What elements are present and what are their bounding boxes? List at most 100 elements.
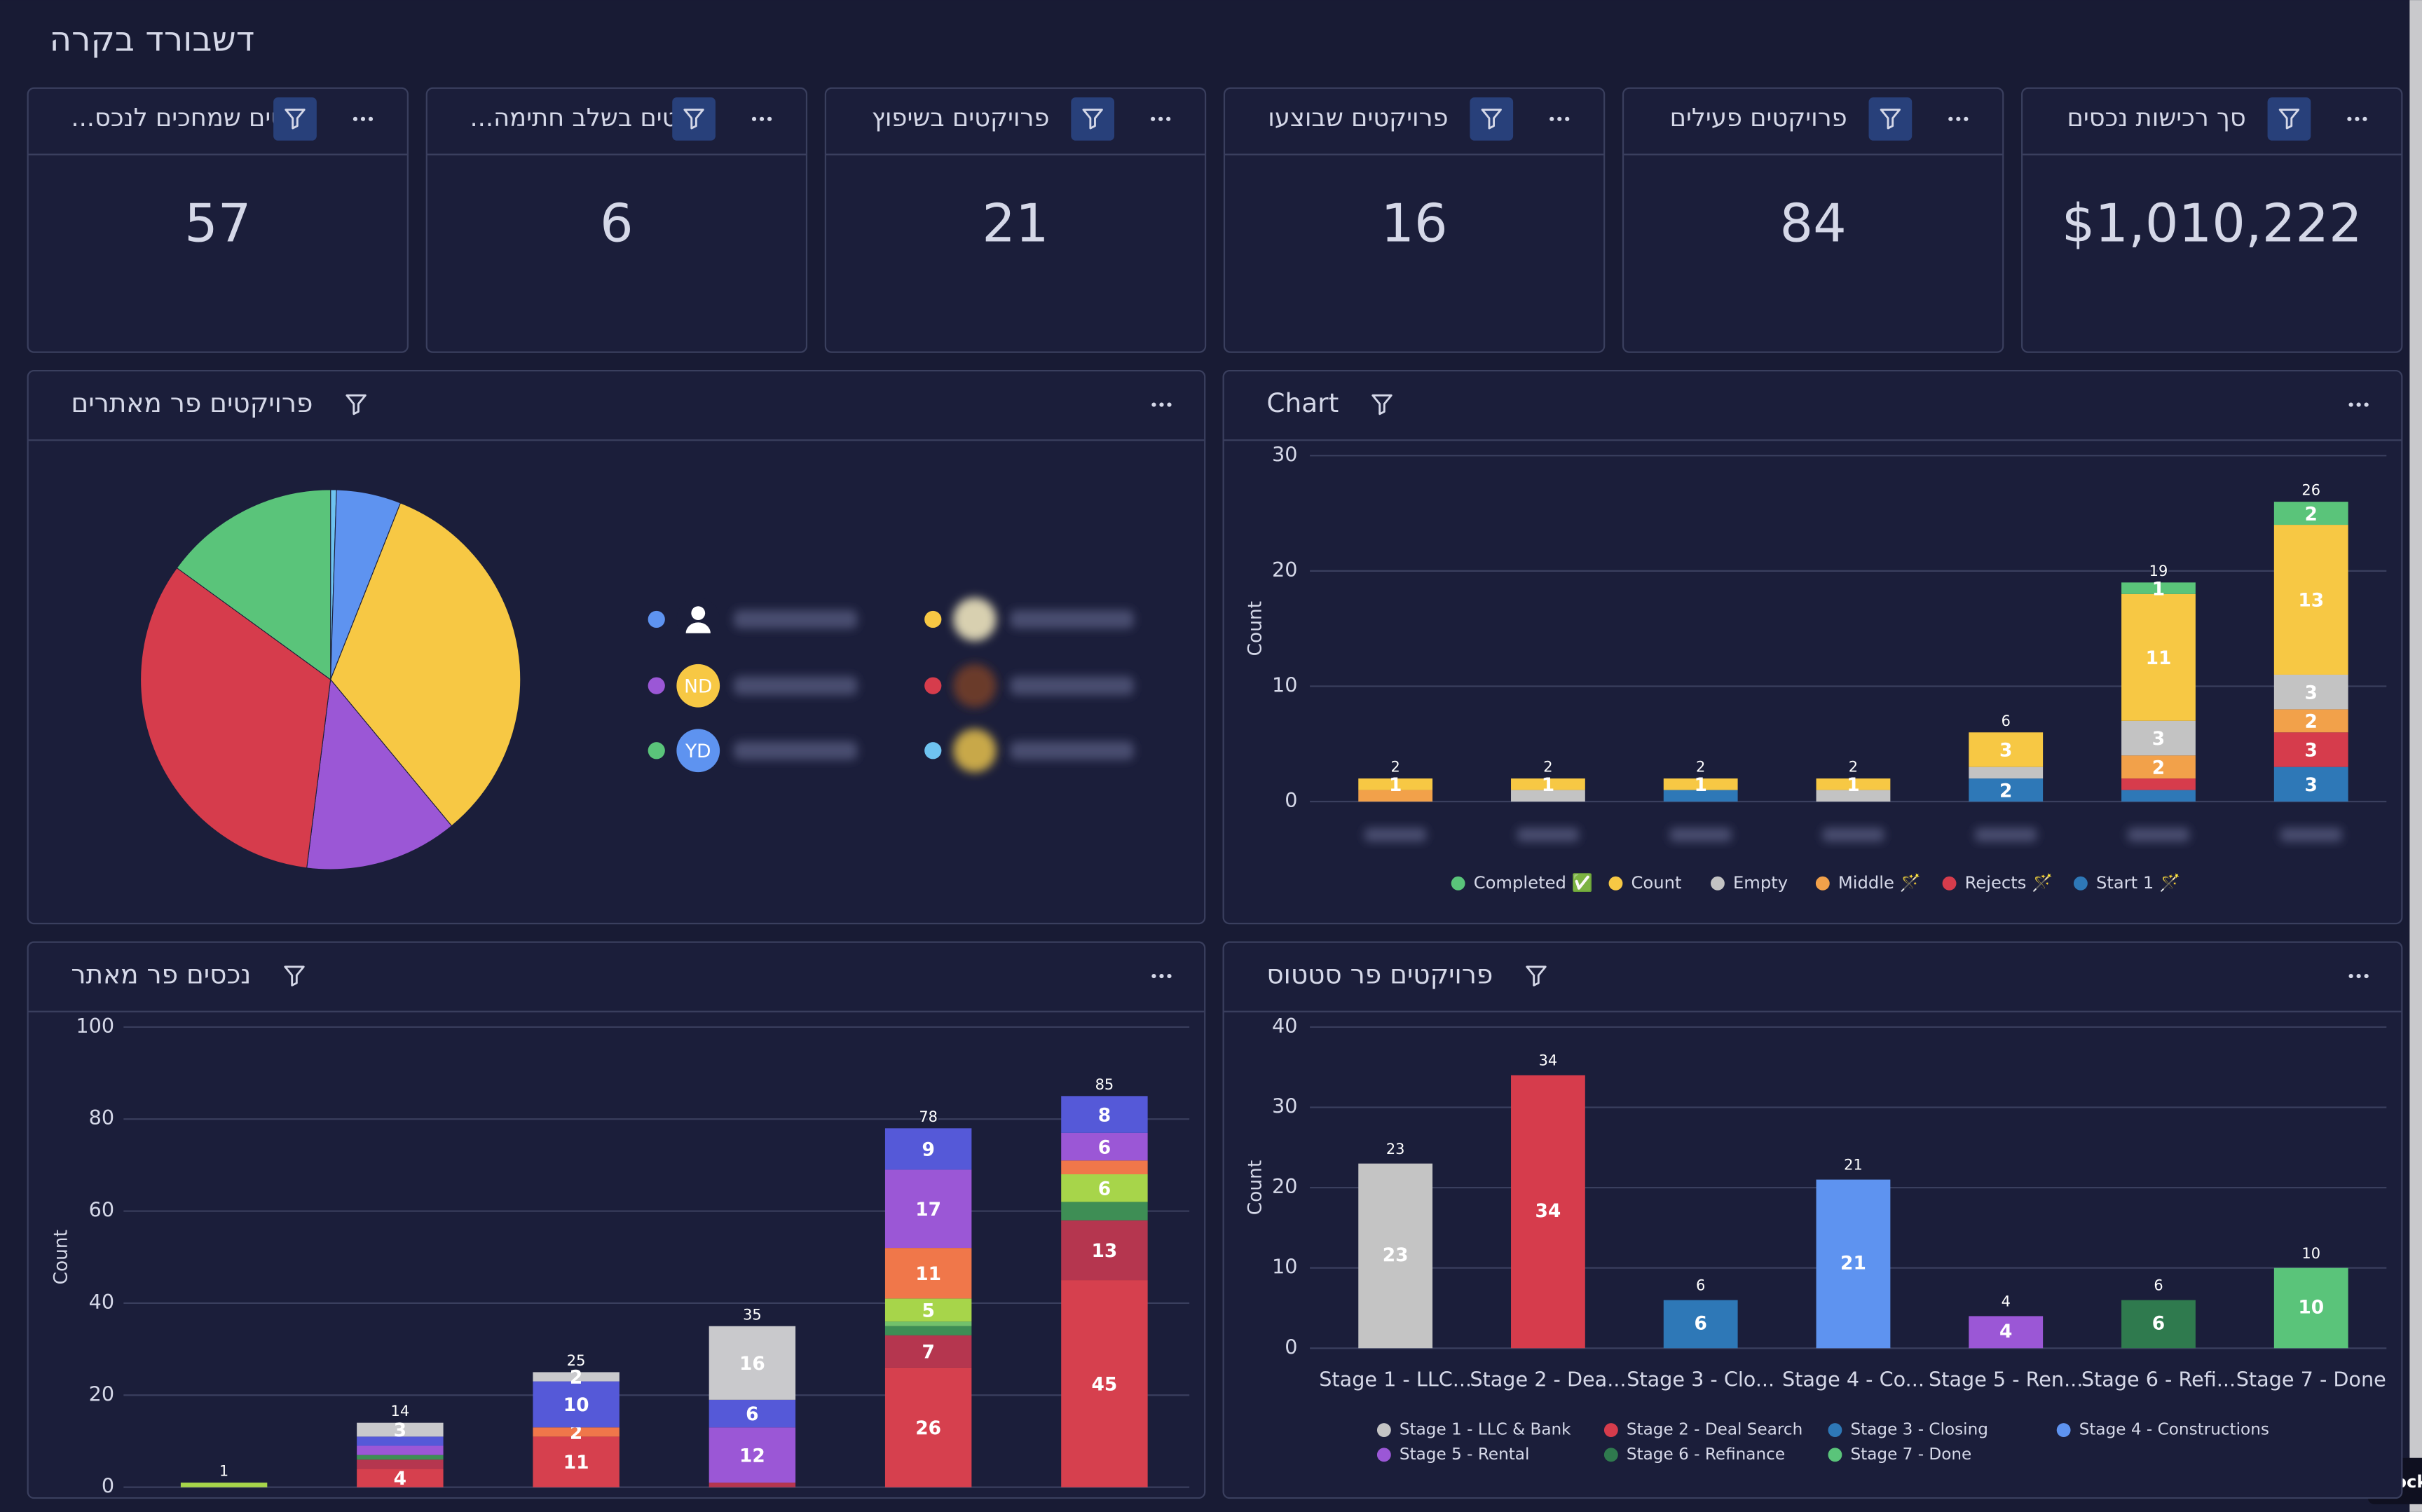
menu-dot[interactable] xyxy=(2348,402,2353,407)
y-tick-label: 80 xyxy=(89,1106,114,1129)
menu-dot[interactable] xyxy=(1549,116,1554,121)
menu-dot[interactable] xyxy=(759,116,765,121)
menu-dot[interactable] xyxy=(1167,973,1172,979)
filter-button[interactable] xyxy=(2267,97,2311,141)
segment-label: 17 xyxy=(915,1199,941,1221)
segment-label: 3 xyxy=(2305,682,2318,703)
menu-dot[interactable] xyxy=(1167,402,1172,407)
menu-dot[interactable] xyxy=(751,116,757,121)
x-label-blurred xyxy=(1517,827,1580,842)
legend-label: Stage 1 - LLC & Bank xyxy=(1400,1421,1571,1439)
menu-dot[interactable] xyxy=(1557,116,1562,121)
filter-icon[interactable] xyxy=(284,965,305,987)
segment-label: 4 xyxy=(394,1468,406,1490)
segment-label: 2 xyxy=(1999,780,2012,802)
bar-segment xyxy=(357,1422,444,1437)
menu-dot[interactable] xyxy=(353,116,358,121)
menu-dot[interactable] xyxy=(368,116,374,121)
bar-segment xyxy=(1969,778,2044,802)
scrollbar[interactable] xyxy=(2409,0,2422,1512)
menu-dot[interactable] xyxy=(1159,973,1164,979)
segment-label: 10 xyxy=(563,1394,589,1416)
total-label: 6 xyxy=(2002,713,2011,729)
menu-dot[interactable] xyxy=(2355,116,2360,121)
filter-icon[interactable] xyxy=(345,394,367,415)
menu-dot[interactable] xyxy=(1956,116,1961,121)
segment-label: 9 xyxy=(922,1139,934,1161)
menu-dot[interactable] xyxy=(1948,116,1953,121)
legend-label: Empty xyxy=(1733,872,1788,893)
total-label: 2 xyxy=(1696,759,1705,776)
menu-dot[interactable] xyxy=(1159,402,1164,407)
menu-dot[interactable] xyxy=(2356,402,2361,407)
total-label: 35 xyxy=(743,1306,762,1323)
filter-button[interactable] xyxy=(672,97,716,141)
menu-dot[interactable] xyxy=(1151,402,1156,407)
bar-segment xyxy=(709,1326,796,1400)
segment-label: 1 xyxy=(1542,774,1554,796)
filter-icon[interactable] xyxy=(683,109,704,130)
kpi-value: 84 xyxy=(1779,193,1846,254)
menu-dot[interactable] xyxy=(2364,973,2369,979)
menu-dot[interactable] xyxy=(767,116,772,121)
total-label: 2 xyxy=(1543,759,1552,776)
bar-segment xyxy=(709,1427,796,1483)
legend-dot xyxy=(924,677,942,694)
legend-dot xyxy=(1942,876,1957,891)
segment-label: 1 xyxy=(1694,774,1706,796)
segment-label: 11 xyxy=(915,1263,941,1285)
filter-icon[interactable] xyxy=(1082,109,1103,130)
kpi-value: $1,010,222 xyxy=(2062,193,2362,254)
bar-segment xyxy=(2273,674,2348,710)
bar xyxy=(2273,1267,2348,1349)
menu-dot[interactable] xyxy=(1158,116,1163,121)
kpi-title: ...טים שמחכים לנכס xyxy=(71,104,287,132)
filter-icon[interactable] xyxy=(1481,109,1502,130)
menu-dot[interactable] xyxy=(1151,116,1156,121)
filter-icon[interactable] xyxy=(285,109,306,130)
legend-label-blurred xyxy=(1010,676,1134,695)
legend-dot xyxy=(1828,1448,1842,1462)
filter-button[interactable] xyxy=(1868,97,1913,141)
menu-dot[interactable] xyxy=(1166,116,1171,121)
filter-button[interactable] xyxy=(273,97,317,141)
filter-button[interactable] xyxy=(1470,97,1514,141)
legend-label: Stage 4 - Constructions xyxy=(2079,1421,2269,1439)
y-tick-label: 10 xyxy=(1272,1255,1297,1279)
menu-dot[interactable] xyxy=(1565,116,1570,121)
segment-label: 11 xyxy=(2146,647,2172,669)
total-label: 19 xyxy=(2149,563,2168,579)
menu-dot[interactable] xyxy=(2356,973,2361,979)
menu-dot[interactable] xyxy=(2348,973,2353,979)
menu-dot[interactable] xyxy=(1964,116,1969,121)
bar-segment xyxy=(709,1399,796,1428)
y-axis-label: Count xyxy=(1244,601,1266,657)
menu-dot[interactable] xyxy=(2362,116,2367,121)
bar-segment xyxy=(2121,582,2196,594)
bar-segment xyxy=(884,1248,972,1299)
bar-segment xyxy=(1511,778,1585,790)
bar-segment xyxy=(709,1483,796,1487)
bar-label: 34 xyxy=(1535,1200,1561,1222)
total-label: 23 xyxy=(1386,1141,1405,1157)
bar xyxy=(1511,1075,1585,1349)
segment-label: 3 xyxy=(1999,740,2012,762)
x-label-blurred xyxy=(2127,827,2190,842)
menu-dot[interactable] xyxy=(2347,116,2352,121)
segment-label: 6 xyxy=(746,1403,758,1425)
total-label: 78 xyxy=(919,1108,938,1125)
filter-button[interactable] xyxy=(1071,97,1115,141)
menu-dot[interactable] xyxy=(1151,973,1156,979)
segment-label: 3 xyxy=(2305,740,2318,762)
filter-icon[interactable] xyxy=(1371,394,1393,415)
legend-label: Stage 2 - Deal Search xyxy=(1627,1421,1802,1439)
total-label: 10 xyxy=(2301,1245,2320,1262)
bar-segment xyxy=(533,1427,620,1437)
filter-icon[interactable] xyxy=(1526,965,1547,987)
filter-icon[interactable] xyxy=(1880,109,1901,130)
menu-dot[interactable] xyxy=(2364,402,2369,407)
bar-segment xyxy=(1061,1096,1148,1133)
menu-dot[interactable] xyxy=(360,116,366,121)
filter-icon[interactable] xyxy=(2278,109,2300,130)
